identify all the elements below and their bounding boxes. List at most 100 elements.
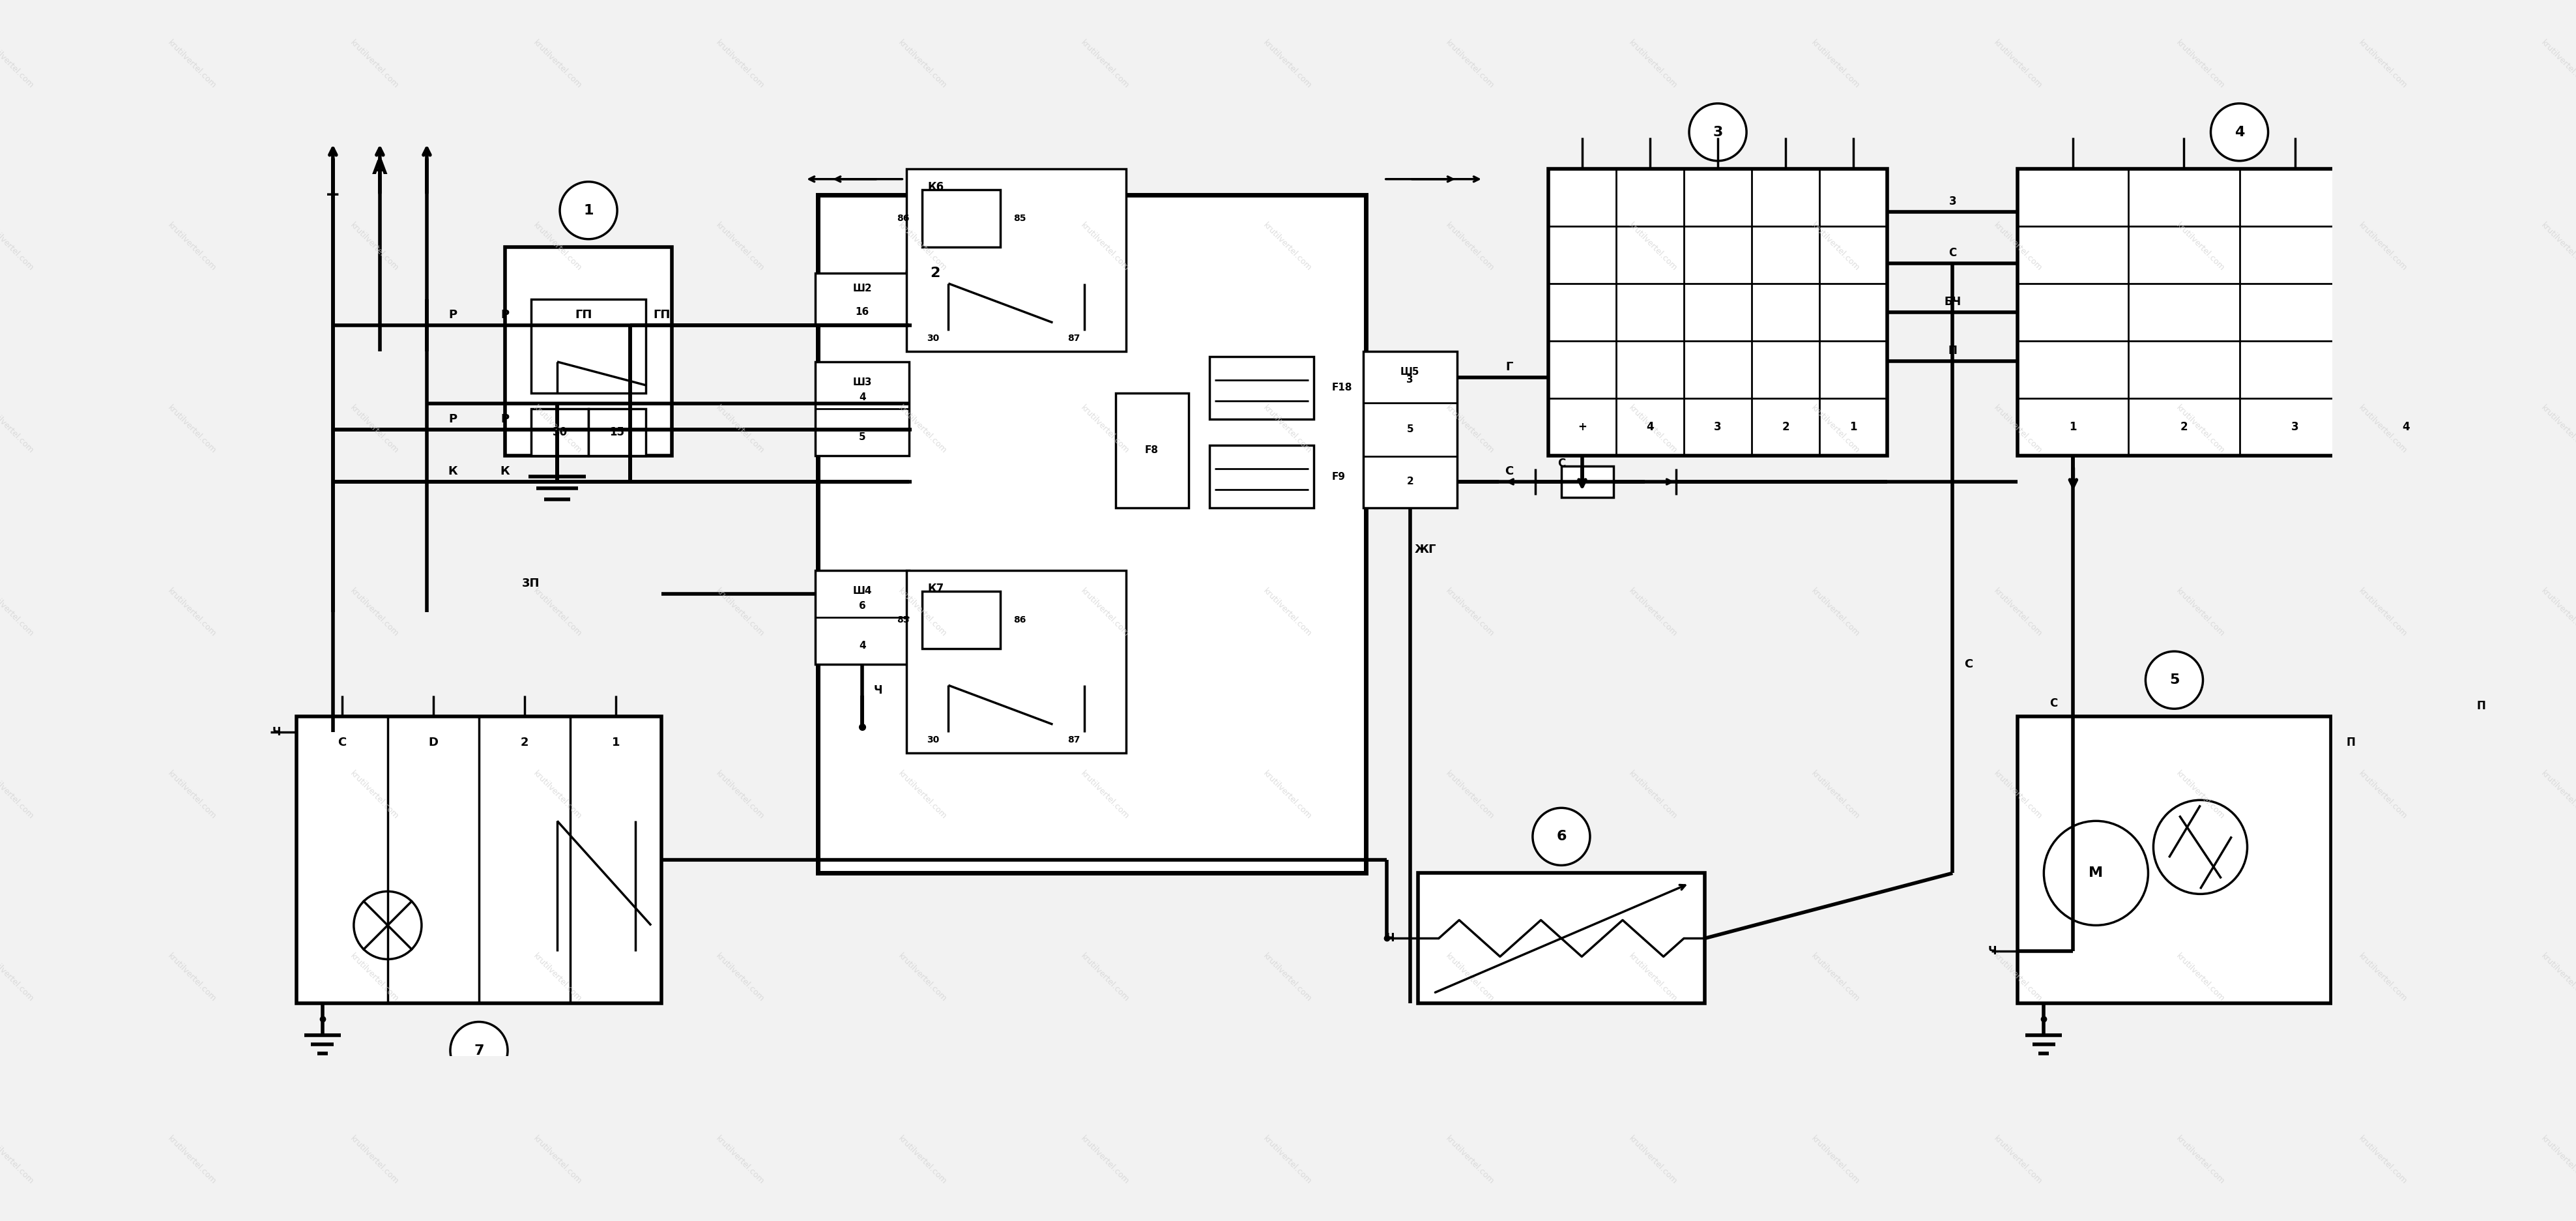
Text: krutilvertel.com: krutilvertel.com	[1079, 221, 1131, 272]
Text: krutilvertel.com: krutilvertel.com	[1262, 586, 1314, 639]
Text: 86: 86	[896, 214, 909, 222]
Text: krutilvertel.com: krutilvertel.com	[2174, 951, 2226, 1004]
Text: krutilvertel.com: krutilvertel.com	[1808, 38, 1860, 90]
Text: krutilvertel.com: krutilvertel.com	[531, 586, 582, 639]
Text: Ч: Ч	[873, 685, 884, 696]
Text: К7: К7	[927, 582, 943, 595]
Text: krutilvertel.com: krutilvertel.com	[1628, 38, 1680, 90]
Text: БЧ: БЧ	[1945, 295, 1960, 308]
Text: krutilvertel.com: krutilvertel.com	[2540, 586, 2576, 639]
Text: ГП: ГП	[652, 309, 670, 321]
Bar	[296, 717, 662, 1004]
Bar	[817, 361, 909, 455]
Text: krutilvertel.com: krutilvertel.com	[1991, 586, 2043, 639]
Text: M: M	[2089, 867, 2102, 879]
Text: Ш4: Ш4	[853, 586, 871, 596]
Text: krutilvertel.com: krutilvertel.com	[1628, 951, 1680, 1004]
Text: 2: 2	[2179, 421, 2187, 432]
Text: F8: F8	[1144, 446, 1159, 455]
Text: 6: 6	[1556, 830, 1566, 844]
Text: A: A	[371, 159, 386, 178]
Circle shape	[2146, 651, 2202, 708]
Text: krutilvertel.com: krutilvertel.com	[896, 221, 948, 272]
Bar	[817, 274, 909, 325]
Text: krutilvertel.com: krutilvertel.com	[348, 404, 399, 455]
Text: krutilvertel.com: krutilvertel.com	[1808, 769, 1860, 821]
Text: 3: 3	[1950, 195, 1955, 208]
Text: krutilvertel.com: krutilvertel.com	[1079, 586, 1131, 639]
Text: krutilvertel.com: krutilvertel.com	[714, 221, 765, 272]
Text: П: П	[1947, 344, 1958, 357]
Text: krutilvertel.com: krutilvertel.com	[0, 404, 36, 455]
Text: +: +	[325, 186, 340, 204]
Text: 3: 3	[1406, 375, 1414, 385]
Text: krutilvertel.com: krutilvertel.com	[167, 221, 219, 272]
Text: П: П	[2476, 701, 2486, 712]
Text: krutilvertel.com: krutilvertel.com	[0, 769, 36, 821]
Text: krutilvertel.com: krutilvertel.com	[2357, 38, 2409, 90]
Text: krutilvertel.com: krutilvertel.com	[714, 404, 765, 455]
Text: krutilvertel.com: krutilvertel.com	[1262, 221, 1314, 272]
Text: krutilvertel.com: krutilvertel.com	[2540, 769, 2576, 821]
Text: krutilvertel.com: krutilvertel.com	[896, 38, 948, 90]
Text: К: К	[448, 465, 459, 477]
Text: ЖГ: ЖГ	[1414, 543, 1437, 556]
Text: 15: 15	[611, 426, 626, 438]
Text: krutilvertel.com: krutilvertel.com	[1445, 951, 1497, 1004]
Text: 3: 3	[2290, 421, 2298, 432]
Bar	[1363, 352, 1458, 508]
Text: krutilvertel.com: krutilvertel.com	[2540, 951, 2576, 1004]
Text: krutilvertel.com: krutilvertel.com	[1628, 586, 1680, 639]
Text: krutilvertel.com: krutilvertel.com	[714, 951, 765, 1004]
Bar	[531, 409, 587, 455]
Text: krutilvertel.com: krutilvertel.com	[1079, 951, 1131, 1004]
Text: krutilvertel.com: krutilvertel.com	[1808, 951, 1860, 1004]
Text: Ч: Ч	[273, 726, 281, 739]
Bar	[819, 195, 1365, 873]
Text: krutilvertel.com: krutilvertel.com	[1445, 586, 1497, 639]
Text: krutilvertel.com: krutilvertel.com	[714, 769, 765, 821]
Text: krutilvertel.com: krutilvertel.com	[531, 1134, 582, 1186]
Text: 3: 3	[1713, 126, 1723, 139]
Text: krutilvertel.com: krutilvertel.com	[0, 1134, 36, 1186]
Text: F9: F9	[1332, 471, 1345, 481]
Text: krutilvertel.com: krutilvertel.com	[531, 38, 582, 90]
Text: 87: 87	[1066, 735, 1079, 745]
Bar	[1417, 873, 1705, 1004]
Bar	[922, 591, 999, 648]
Text: krutilvertel.com: krutilvertel.com	[167, 769, 219, 821]
Text: krutilvertel.com: krutilvertel.com	[1445, 38, 1497, 90]
Text: krutilvertel.com: krutilvertel.com	[1628, 1134, 1680, 1186]
Text: 16: 16	[855, 308, 868, 317]
Text: krutilvertel.com: krutilvertel.com	[1079, 1134, 1131, 1186]
Text: Ч: Ч	[1989, 945, 1996, 957]
Text: krutilvertel.com: krutilvertel.com	[2174, 586, 2226, 639]
Text: krutilvertel.com: krutilvertel.com	[1991, 221, 2043, 272]
Text: krutilvertel.com: krutilvertel.com	[2540, 221, 2576, 272]
Text: С: С	[2050, 697, 2058, 709]
Circle shape	[451, 1022, 507, 1079]
Text: Ш3: Ш3	[853, 377, 871, 387]
Text: 30: 30	[927, 735, 940, 745]
Text: krutilvertel.com: krutilvertel.com	[1262, 1134, 1314, 1186]
Text: 4: 4	[2401, 421, 2409, 432]
Text: F18: F18	[1332, 383, 1352, 393]
Text: krutilvertel.com: krutilvertel.com	[1991, 1134, 2043, 1186]
Text: krutilvertel.com: krutilvertel.com	[1991, 951, 2043, 1004]
Text: krutilvertel.com: krutilvertel.com	[1628, 221, 1680, 272]
Text: krutilvertel.com: krutilvertel.com	[167, 951, 219, 1004]
Circle shape	[353, 891, 422, 960]
Circle shape	[1533, 808, 1589, 866]
Text: krutilvertel.com: krutilvertel.com	[1262, 404, 1314, 455]
Text: +: +	[1577, 421, 1587, 432]
Text: Р: Р	[448, 413, 456, 425]
Text: krutilvertel.com: krutilvertel.com	[2357, 769, 2409, 821]
Text: Ш2: Ш2	[853, 283, 873, 293]
Text: Р: Р	[500, 413, 510, 425]
Text: krutilvertel.com: krutilvertel.com	[348, 769, 399, 821]
Circle shape	[1690, 104, 1747, 161]
Text: 1: 1	[2069, 421, 2076, 432]
Bar	[1548, 168, 1888, 455]
Bar	[1115, 393, 1188, 508]
Bar	[2017, 717, 2331, 1004]
